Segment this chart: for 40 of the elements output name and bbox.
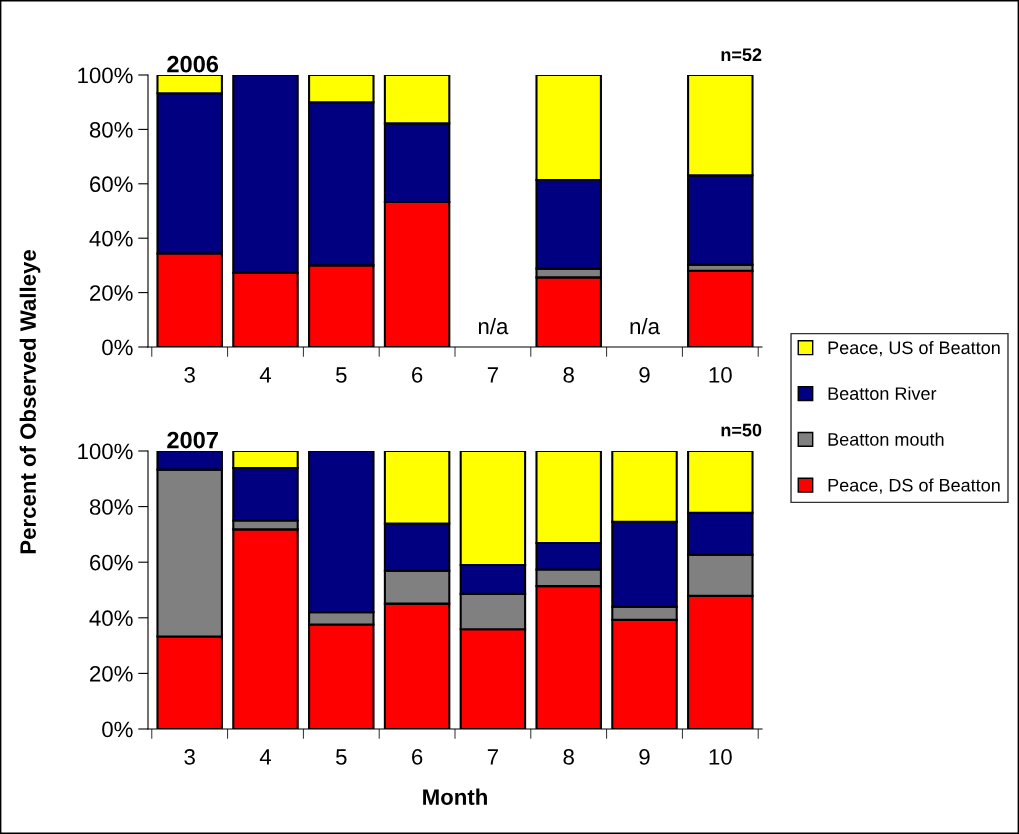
legend-label: Beatton mouth (828, 432, 944, 446)
y-tick-label: 40% (89, 610, 133, 627)
x-tick-label: 3 (184, 367, 195, 383)
x-tick-label: 8 (563, 367, 574, 383)
y-tick-label: 40% (89, 230, 133, 247)
x-axis-title: Month (423, 788, 487, 805)
x-tick-label: 6 (412, 367, 423, 383)
x-tick-label: 4 (259, 367, 272, 383)
y-axis-title: Percent of Observed Walleye (19, 250, 41, 554)
x-tick-label: 5 (336, 749, 347, 765)
x-tick-label: 6 (412, 749, 423, 765)
x-tick-label: 10 (709, 367, 732, 383)
chart-title: 2007 (167, 431, 218, 449)
annotation: n/a (478, 317, 509, 335)
x-tick-label: 9 (639, 749, 650, 765)
x-tick-label: 4 (259, 749, 272, 765)
y-tick-label: 0% (102, 339, 133, 356)
y-tick-label: 100% (78, 67, 133, 84)
x-tick-label: 9 (639, 367, 650, 383)
y-tick-label: 80% (89, 499, 133, 515)
x-tick-label: 8 (563, 749, 574, 765)
y-tick-label: 100% (78, 443, 133, 460)
x-tick-label: 3 (184, 749, 195, 765)
text: n=50 (721, 423, 762, 437)
legend-label: Beatton River (828, 386, 937, 400)
y-tick-label: 60% (90, 176, 133, 193)
legend-label: Peace, DS of Beatton (828, 478, 1000, 494)
y-tick-label: 20% (90, 665, 133, 682)
chart-title: 2006 (167, 55, 219, 73)
legend-label: Peace, US of Beatton (828, 340, 1000, 357)
x-tick-label: 5 (336, 367, 347, 383)
text: n=52 (721, 48, 762, 62)
y-tick-label: 0% (102, 721, 133, 738)
x-tick-label: 7 (487, 749, 498, 765)
y-tick-label: 80% (89, 121, 133, 138)
x-tick-label: 7 (487, 367, 498, 383)
y-tick-label: 20% (90, 285, 133, 301)
x-tick-label: 10 (709, 749, 732, 765)
annotation: n/a (630, 317, 660, 335)
y-tick-label: 60% (90, 554, 133, 571)
